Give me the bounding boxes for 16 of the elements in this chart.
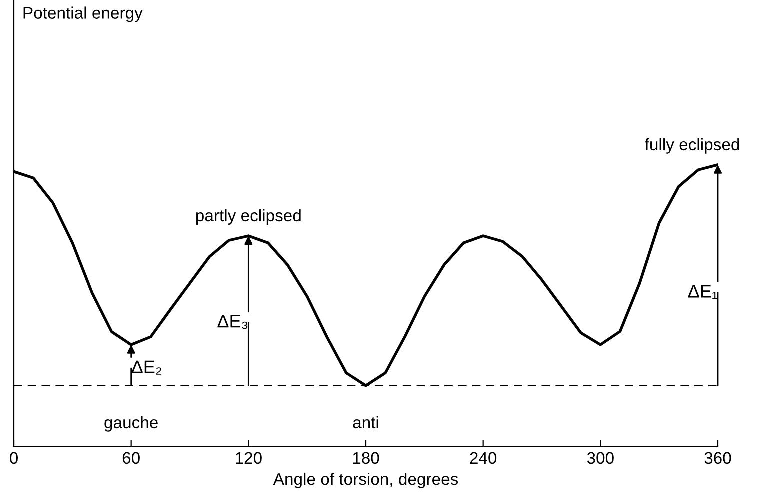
x-tick-label: 180: [353, 452, 380, 464]
x-tick-label: 0: [10, 452, 18, 464]
annotation: anti: [353, 416, 378, 429]
x-tick-label: 300: [587, 452, 614, 464]
annotation: ΔE₁: [688, 285, 718, 300]
text: Potential energy: [24, 6, 143, 22]
annotation: gauche: [104, 416, 158, 432]
x-axis-title: Angle of torsion, degrees: [273, 472, 458, 488]
annotation: fully eclipsed: [645, 138, 740, 154]
annotation: ΔE₂: [132, 360, 162, 375]
x-tick-label: 360: [704, 452, 732, 464]
x-tick-label: 120: [236, 452, 262, 464]
x-tick-label: 60: [122, 452, 140, 464]
annotation: partly eclipsed: [196, 209, 301, 225]
annotation: ΔE₃: [218, 315, 248, 330]
x-tick-label: 240: [470, 452, 497, 464]
